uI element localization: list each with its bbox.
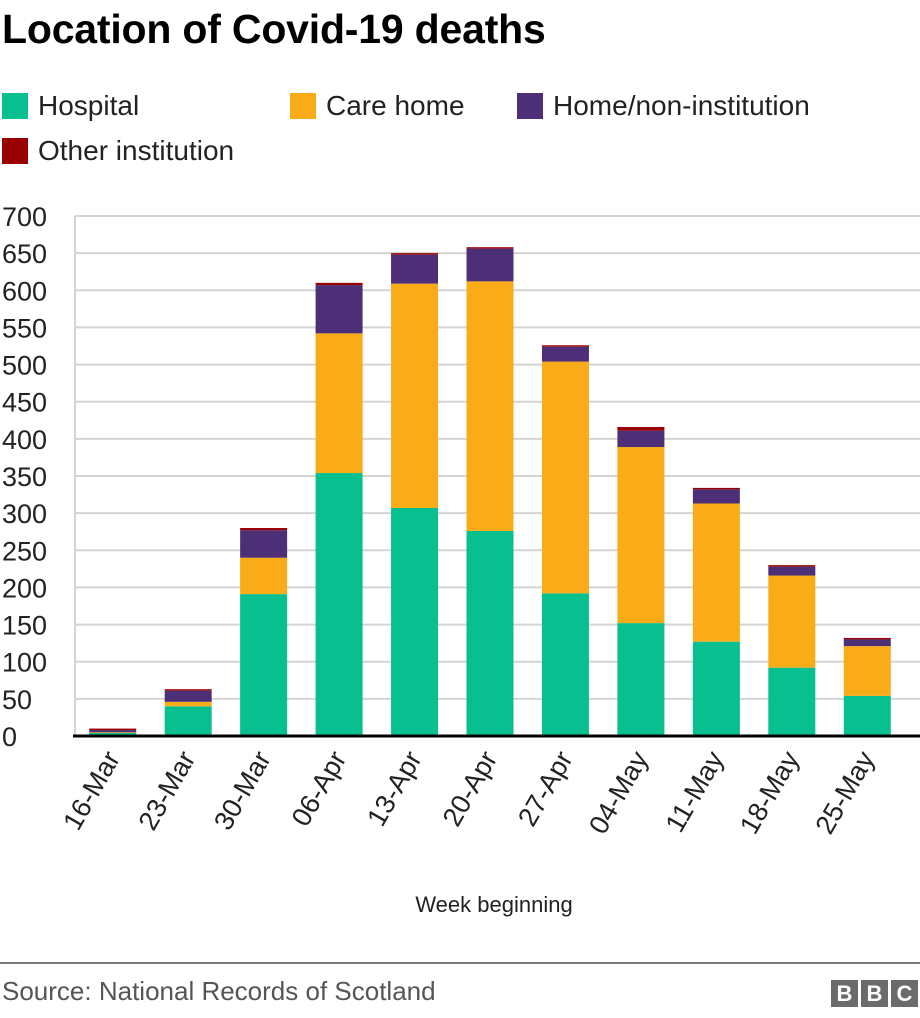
bar-segment-care-home [541, 361, 589, 594]
bar-segment-hospital [466, 530, 514, 736]
source-note: Source: National Records of Scotland [2, 976, 436, 1006]
y-tick-label: 450 [2, 388, 47, 418]
y-tick-label: 300 [2, 499, 47, 529]
x-tick-label: 23-Mar [133, 746, 202, 835]
bar-segment-hospital [541, 593, 589, 736]
bar-segment-home-non-institution [391, 254, 439, 284]
y-axis-ticks: 0 50 100 150 200 250 300 350 400 450 500 550 600 650 7… [2, 202, 47, 752]
y-tick-label: 650 [2, 239, 47, 269]
bar-segment-hospital [240, 594, 288, 736]
x-tick-label: 25-May [809, 746, 880, 839]
bar-segment-other-institution [315, 282, 363, 286]
y-tick-label: 200 [2, 573, 47, 603]
bar-segment-home-non-institution [164, 690, 212, 702]
bar-segment-hospital [617, 623, 665, 736]
y-tick-label: 50 [2, 685, 32, 715]
bar-segment-other-institution [466, 247, 514, 249]
x-tick-label: 16-Mar [57, 746, 126, 835]
bar-segment-home-non-institution [541, 346, 589, 362]
legend-item-other-institution: Other institution [2, 135, 234, 167]
y-tick-label: 350 [2, 462, 47, 492]
footer-divider [0, 962, 920, 964]
bar-segment-hospital [315, 473, 363, 736]
x-tick-label: 06-Apr [286, 746, 353, 831]
chart-title: Location of Covid-19 deaths [2, 6, 546, 52]
x-tick-label: 13-Apr [361, 746, 428, 831]
x-tick-label: 27-Apr [512, 746, 579, 831]
y-tick-label: 700 [2, 202, 47, 232]
bar-segment-care-home [391, 283, 439, 508]
y-tick-label: 400 [2, 425, 47, 455]
bar-segment-other-institution [768, 565, 816, 567]
y-tick-label: 250 [2, 536, 47, 566]
legend-label: Care home [326, 90, 465, 121]
legend-label: Hospital [38, 90, 140, 121]
y-tick-label: 150 [2, 611, 47, 641]
y-tick-label: 0 [2, 722, 17, 752]
bbc-logo-letter: B [861, 980, 888, 1007]
legend-item-hospital: Hospital [2, 90, 139, 122]
bar-segment-home-non-institution [692, 489, 740, 504]
bar-segment-home-non-institution [89, 730, 137, 733]
x-axis-ticks: 16-Mar 23-Mar 30-Mar 06-Apr 13-Apr 20-Apr 27-A… [57, 746, 881, 839]
legend-item-care-home: Care home [290, 90, 465, 122]
x-tick-label: 20-Apr [437, 746, 504, 831]
bar-segment-home-non-institution [466, 248, 514, 282]
bar-segment-care-home [240, 557, 288, 595]
bar-segment-home-non-institution [843, 639, 891, 647]
bbc-logo: B B C [831, 980, 918, 1007]
bar-segment-hospital [768, 667, 816, 736]
x-axis-label: Week beginning [415, 892, 572, 917]
bar-segment-other-institution [541, 345, 589, 347]
bar-segment-care-home [768, 575, 816, 668]
x-tick-label: 30-Mar [208, 746, 277, 835]
bar-segment-other-institution [240, 528, 288, 531]
bar-segment-home-non-institution [315, 285, 363, 334]
bar-segment-care-home [843, 646, 891, 696]
y-tick-label: 550 [2, 313, 47, 343]
legend-swatch-home [517, 93, 543, 119]
y-tick-label: 500 [2, 351, 47, 381]
bbc-logo-letter: B [831, 980, 858, 1007]
legend-swatch-other-institution [2, 138, 28, 164]
bar-segment-hospital [391, 507, 439, 736]
y-tick-label: 600 [2, 276, 47, 306]
legend-item-home: Home/non-institution [517, 90, 810, 122]
bar-segment-other-institution [843, 637, 891, 640]
bar-segment-other-institution [164, 689, 212, 691]
legend-swatch-care-home [290, 93, 316, 119]
x-tick-label: 11-May [660, 746, 730, 838]
bar-segment-care-home [466, 281, 514, 531]
bar-segment-hospital [692, 641, 740, 736]
legend-swatch-hospital [2, 93, 28, 119]
x-tick-label: 04-May [583, 746, 654, 839]
bar-segment-care-home [315, 333, 363, 474]
bar-segment-care-home [89, 732, 137, 734]
legend-label: Other institution [38, 135, 235, 166]
y-tick-label: 100 [2, 648, 47, 678]
bars [89, 247, 891, 736]
stacked-bar-chart: 0 50 100 150 200 250 300 350 400 450 500 550 600 650 7… [2, 202, 920, 917]
bar-segment-other-institution [692, 487, 740, 490]
bar-segment-other-institution [391, 253, 439, 255]
bbc-logo-letter: C [891, 980, 918, 1007]
legend-label: Home/non-institution [553, 90, 810, 121]
bar-segment-other-institution [89, 728, 137, 731]
bar-segment-care-home [164, 701, 212, 707]
bar-segment-home-non-institution [768, 566, 816, 576]
bar-segment-other-institution [617, 426, 665, 431]
bar-segment-home-non-institution [240, 530, 288, 558]
x-tick-label: 18-May [734, 746, 805, 839]
bar-segment-hospital [164, 706, 212, 736]
bar-segment-care-home [692, 503, 740, 642]
bar-segment-care-home [617, 447, 665, 624]
bar-segment-home-non-institution [617, 430, 665, 448]
bar-segment-hospital [843, 695, 891, 736]
